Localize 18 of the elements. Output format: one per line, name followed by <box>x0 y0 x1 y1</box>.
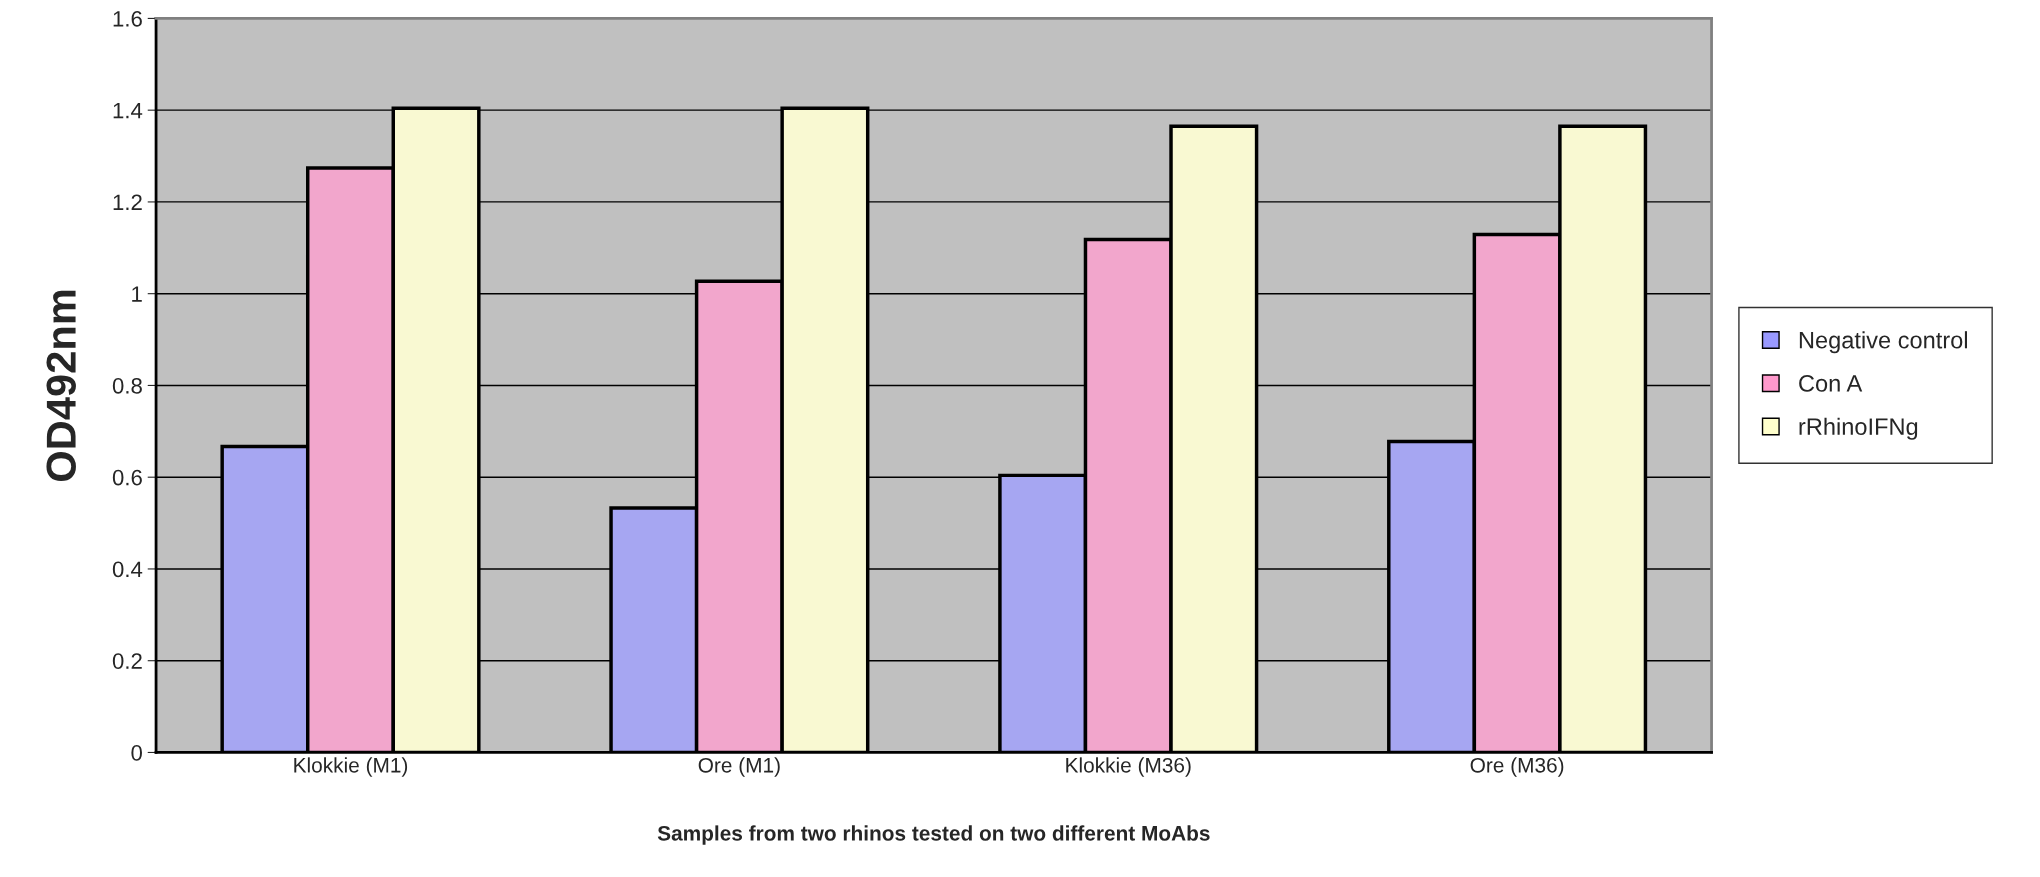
y-tick-label: 1.2 <box>113 194 142 210</box>
y-tick-label: 1.6 <box>113 10 142 27</box>
y-tick-label: 0.2 <box>112 653 142 669</box>
x-tick-label: Ore (M1) <box>698 757 780 777</box>
y-tick-label: 0 <box>131 745 142 761</box>
y-tick-label: 0.8 <box>112 377 142 394</box>
x-tick-label: Klokkie (M1) <box>294 757 408 777</box>
legend-label: Negative control <box>1799 331 1967 354</box>
y-tick-label: 0.6 <box>112 469 142 486</box>
y-tick-label: 0.4 <box>112 561 143 578</box>
legend-label: Con A <box>1799 375 1863 392</box>
x-tick-label: Klokkie (M36) <box>1066 757 1191 777</box>
legend-label: rRhinoIFNg <box>1799 417 1918 440</box>
y-tick-label: 1 <box>132 286 142 302</box>
x-axis-title: Samples from two rhinos tested on two different MoAbs <box>657 825 1210 845</box>
x-tick-label: Ore (M36) <box>1470 757 1564 777</box>
y-tick-label: 1.4 <box>113 102 143 119</box>
y-axis-title: OD492nm <box>46 290 76 481</box>
